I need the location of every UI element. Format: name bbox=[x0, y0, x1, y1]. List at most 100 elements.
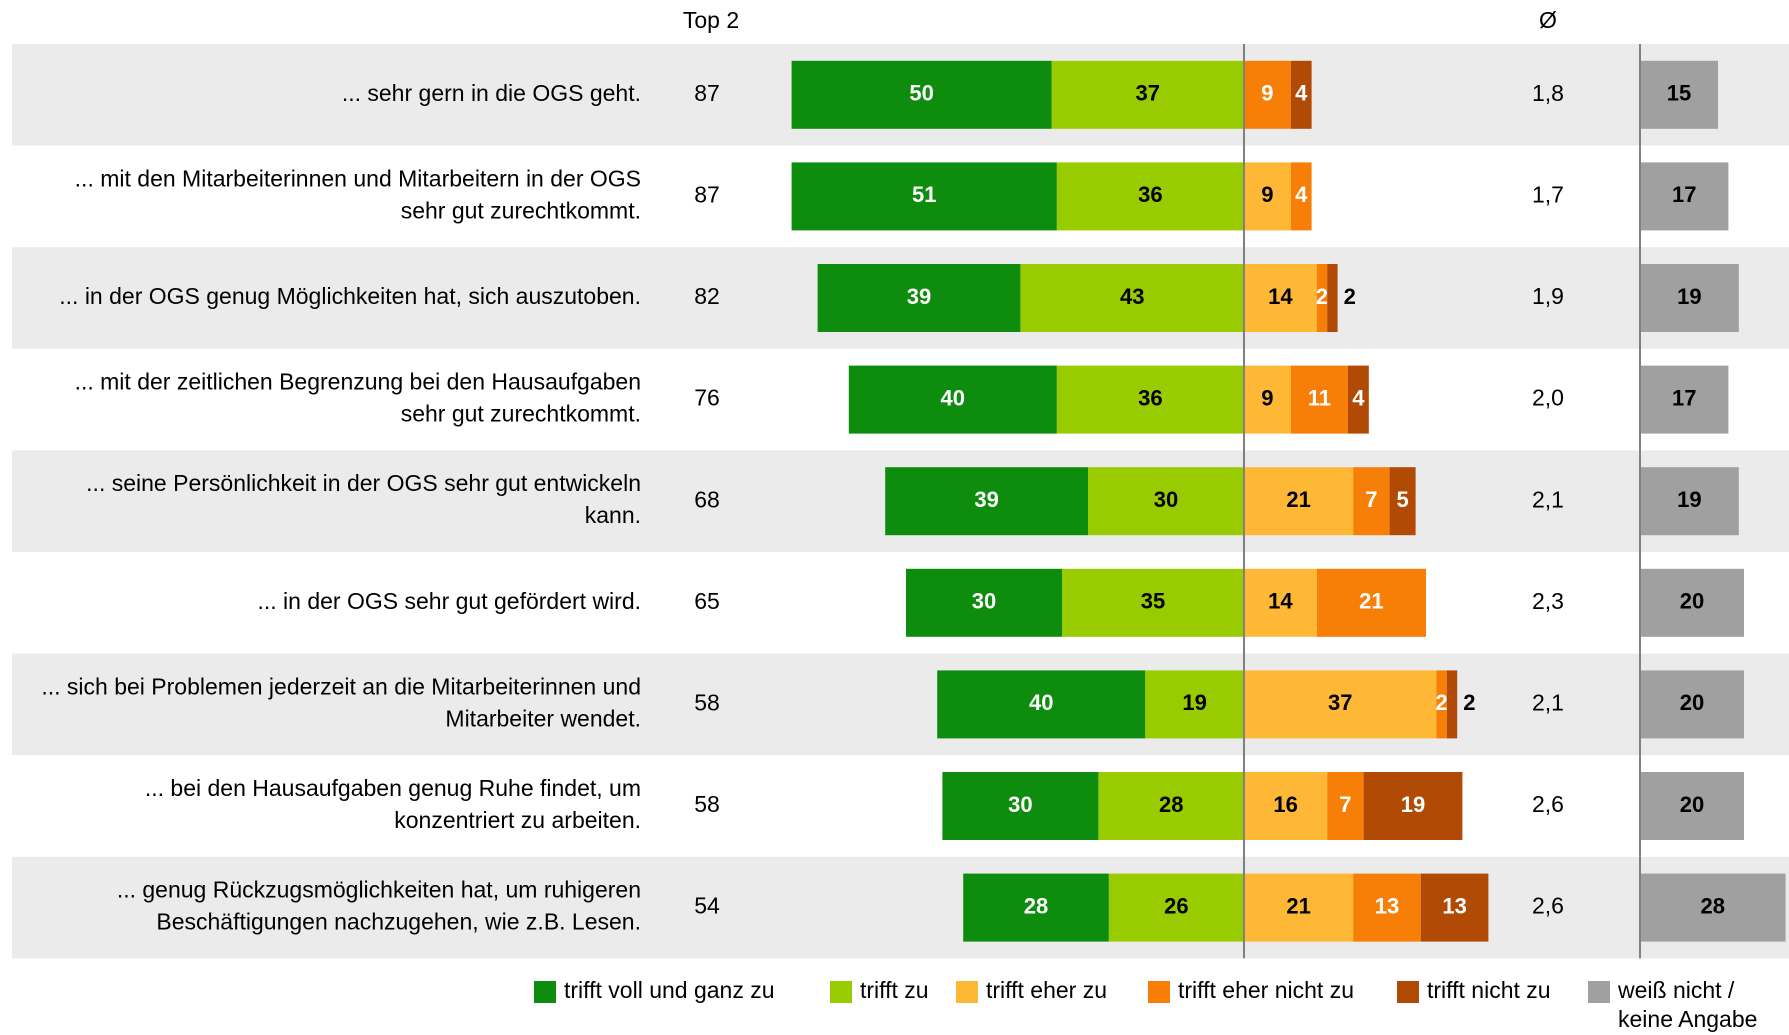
row-band bbox=[12, 653, 1789, 756]
bar-label: 16 bbox=[1273, 792, 1297, 817]
bar-segment bbox=[906, 568, 1062, 637]
bar-segment bbox=[1640, 568, 1744, 637]
bar-segment bbox=[1640, 772, 1744, 840]
bar-segment bbox=[1244, 60, 1291, 129]
bar-label: 39 bbox=[907, 284, 931, 309]
top2-header: Top 2 bbox=[683, 7, 739, 33]
mean-value: 2,1 bbox=[1532, 689, 1564, 715]
category-label: ... seine Persönlichkeit in der OGS sehr… bbox=[86, 470, 641, 528]
bar-label: 43 bbox=[1120, 284, 1144, 309]
bar-segment bbox=[1446, 670, 1458, 739]
bar-label: 2 bbox=[1463, 690, 1475, 715]
top2-value: 68 bbox=[694, 486, 720, 512]
bar-label: 13 bbox=[1375, 893, 1399, 918]
bar-label: 26 bbox=[1164, 893, 1188, 918]
bar-segment bbox=[1290, 60, 1312, 129]
bar-segment bbox=[1363, 772, 1463, 840]
bar-segment bbox=[1327, 772, 1364, 840]
top2-value: 65 bbox=[694, 588, 720, 614]
category-label: ... genug Rückzugsmöglichkeiten hat, um … bbox=[117, 877, 641, 935]
bar-label: 19 bbox=[1677, 487, 1701, 512]
bar-segment bbox=[1640, 162, 1729, 231]
bar-segment bbox=[1244, 772, 1328, 840]
bar-segment bbox=[1348, 365, 1369, 434]
bar-segment bbox=[1145, 670, 1244, 739]
bar-label: 20 bbox=[1680, 792, 1704, 817]
bar-label: 4 bbox=[1295, 81, 1308, 106]
bar-segment bbox=[791, 162, 1057, 231]
bar-label: 50 bbox=[909, 81, 933, 106]
mean-value: 2,0 bbox=[1532, 385, 1564, 411]
bar-label: 28 bbox=[1024, 893, 1048, 918]
bar-label: 11 bbox=[1308, 385, 1331, 410]
bar-segment bbox=[1640, 467, 1739, 536]
bar-label: 9 bbox=[1261, 81, 1273, 106]
bar-segment bbox=[1353, 873, 1421, 942]
category-label: ... in der OGS sehr gut gefördert wird. bbox=[258, 588, 642, 614]
bar-segment bbox=[1088, 467, 1244, 536]
bar-label: 2 bbox=[1435, 690, 1447, 715]
top2-value: 82 bbox=[694, 283, 720, 309]
category-label: ... mit den Mitarbeiterinnen und Mitarbe… bbox=[75, 165, 641, 223]
bar-segment bbox=[1290, 162, 1312, 231]
bar-label: 37 bbox=[1328, 690, 1352, 715]
bar-segment bbox=[1640, 60, 1718, 129]
bar-segment bbox=[791, 60, 1052, 129]
mean-value: 1,9 bbox=[1532, 283, 1564, 309]
legend-swatch bbox=[1588, 981, 1610, 1003]
bar-segment bbox=[1316, 264, 1328, 332]
bar-segment bbox=[1056, 365, 1244, 434]
bar-segment bbox=[1640, 670, 1744, 739]
category-label: ... bei den Hausaufgaben genug Ruhe find… bbox=[145, 775, 641, 833]
top2-value: 58 bbox=[694, 791, 720, 817]
bar-label: 40 bbox=[1029, 690, 1053, 715]
bar-label: 2 bbox=[1344, 284, 1356, 309]
legend-swatch bbox=[830, 981, 852, 1003]
legend-label: trifft eher zu bbox=[986, 977, 1107, 1003]
bar-label: 21 bbox=[1286, 487, 1310, 512]
bar-label: 19 bbox=[1182, 690, 1206, 715]
bar-label: 15 bbox=[1667, 81, 1691, 106]
bar-label: 17 bbox=[1672, 182, 1696, 207]
category-label: ... sich bei Problemen jederzeit an die … bbox=[41, 673, 641, 731]
bar-label: 40 bbox=[941, 385, 965, 410]
bar-segment bbox=[817, 264, 1021, 332]
bar-segment bbox=[1327, 264, 1338, 332]
bar-segment bbox=[1062, 568, 1244, 637]
bar-segment bbox=[885, 467, 1088, 536]
mean-value: 2,6 bbox=[1532, 893, 1564, 919]
bar-segment bbox=[963, 873, 1109, 942]
bar-segment bbox=[942, 772, 1099, 840]
row-band bbox=[12, 856, 1789, 959]
bar-segment bbox=[1244, 467, 1354, 536]
top2-value: 76 bbox=[694, 385, 720, 411]
bar-segment bbox=[1640, 365, 1729, 434]
bar-segment bbox=[1316, 568, 1426, 637]
bar-label: 51 bbox=[912, 182, 936, 207]
bar-segment bbox=[1290, 365, 1348, 434]
bar-segment bbox=[1244, 264, 1317, 332]
bar-label: 14 bbox=[1268, 589, 1293, 614]
bar-label: 37 bbox=[1136, 81, 1160, 106]
legend-label: trifft nicht zu bbox=[1427, 977, 1551, 1003]
legend-swatch bbox=[956, 981, 978, 1003]
bar-segment bbox=[1436, 670, 1447, 739]
bar-segment bbox=[1051, 60, 1244, 129]
top2-value: 58 bbox=[694, 689, 720, 715]
bar-segment bbox=[1020, 264, 1244, 332]
bar-segment bbox=[1108, 873, 1244, 942]
bar-label: 5 bbox=[1396, 487, 1408, 512]
bar-segment bbox=[1098, 772, 1244, 840]
bar-label: 30 bbox=[1008, 792, 1032, 817]
legend-label: trifft eher nicht zu bbox=[1178, 977, 1354, 1003]
bar-label: 13 bbox=[1442, 893, 1466, 918]
bar-label: 14 bbox=[1268, 284, 1293, 309]
bar-label: 4 bbox=[1295, 182, 1308, 207]
bar-label: 7 bbox=[1339, 792, 1351, 817]
bar-segment bbox=[1244, 873, 1354, 942]
bar-label: 19 bbox=[1401, 792, 1425, 817]
mean-value: 2,6 bbox=[1532, 791, 1564, 817]
bar-label: 36 bbox=[1138, 182, 1162, 207]
bar-label: 19 bbox=[1677, 284, 1701, 309]
bar-segment bbox=[848, 365, 1057, 434]
